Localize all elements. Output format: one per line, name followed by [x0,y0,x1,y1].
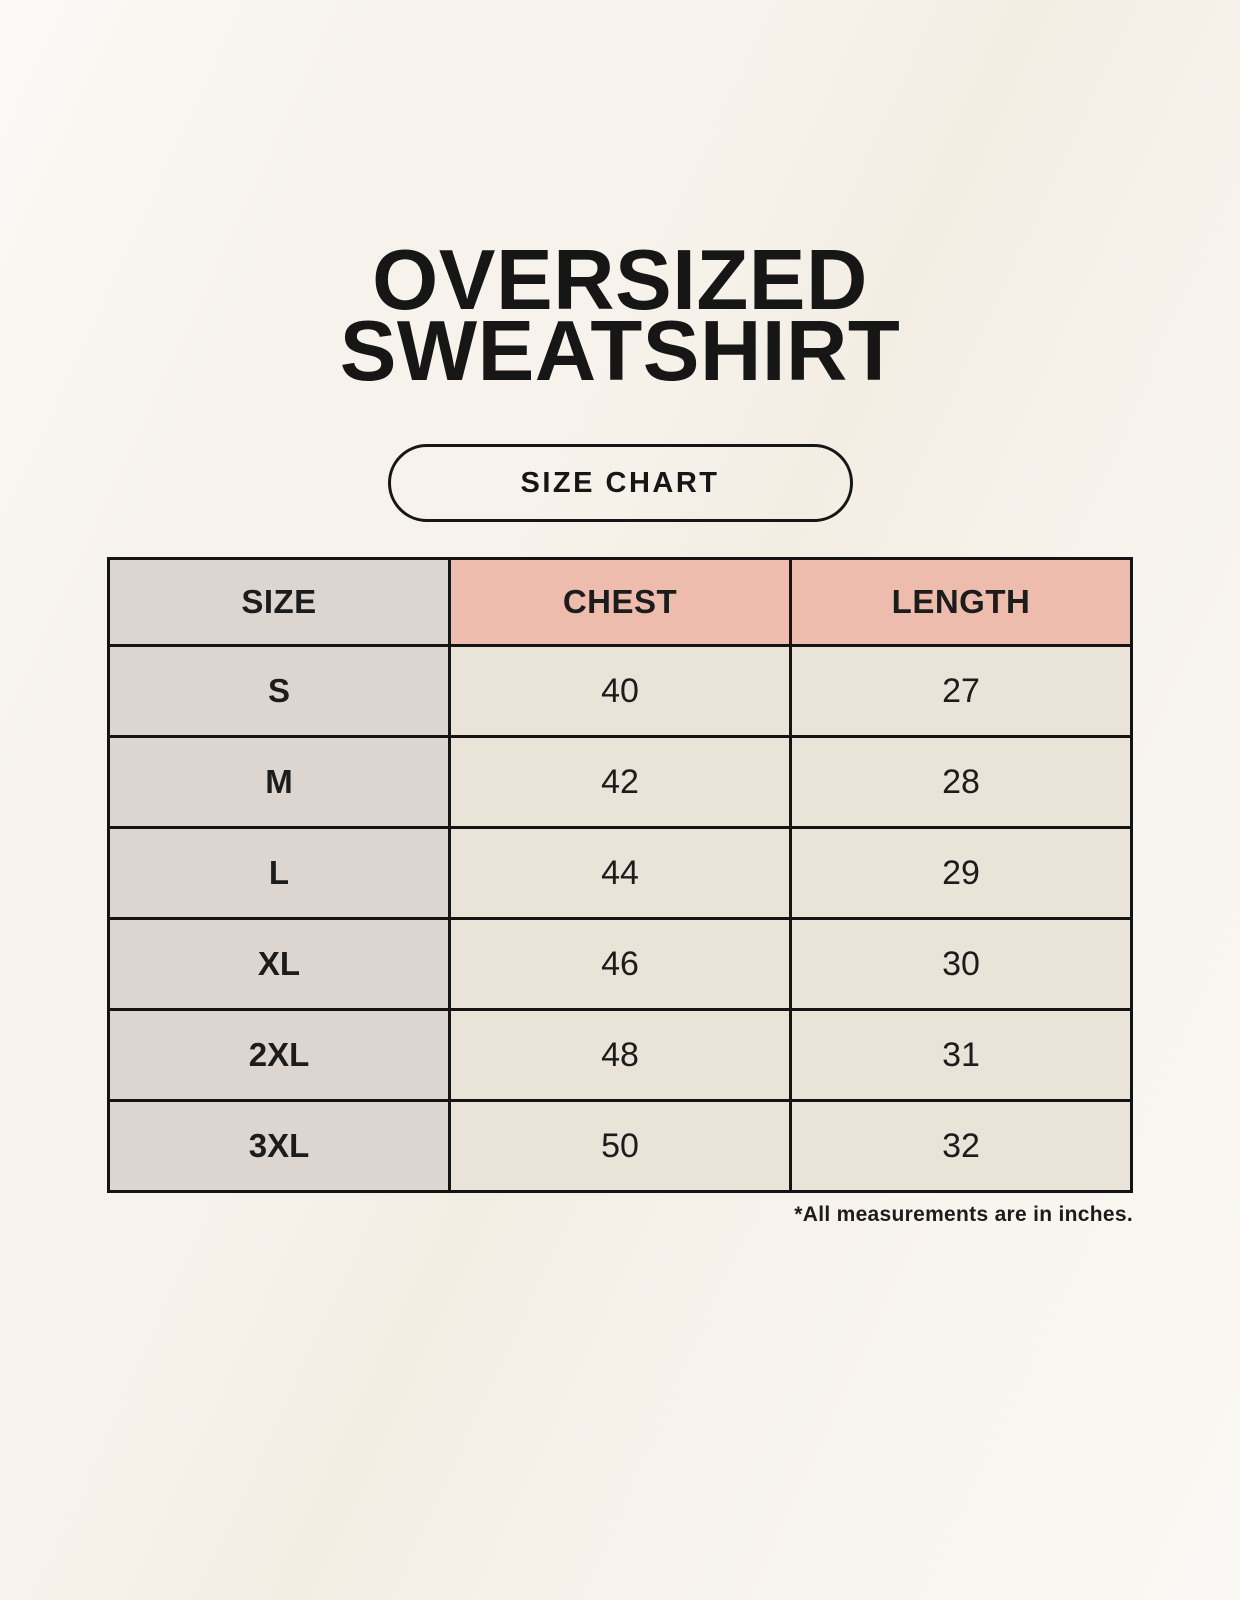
column-header-chest: CHEST [448,557,792,648]
chest-cell: 40 [448,644,792,739]
chest-cell: 46 [448,917,792,1012]
table-header-row: SIZE CHEST LENGTH [107,557,1133,648]
table-row: S 40 27 [107,644,1133,739]
length-cell: 31 [789,1008,1133,1103]
measurements-footnote: *All measurements are in inches. [794,1203,1133,1227]
table-row: 3XL 50 32 [107,1099,1133,1194]
length-cell: 32 [789,1099,1133,1194]
size-chart-button[interactable]: SIZE CHART [387,444,853,523]
length-cell: 30 [789,917,1133,1012]
size-cell: L [107,826,451,921]
size-table-body: S 40 27 M 42 28 L 44 29 XL 46 30 2XL 48 [107,644,1133,1194]
product-title-line1: OVERSIZED [372,233,868,328]
column-header-length: LENGTH [789,557,1133,648]
size-cell: 3XL [107,1099,451,1194]
length-cell: 29 [789,826,1133,921]
chest-cell: 48 [448,1008,792,1103]
chest-cell: 42 [448,735,792,830]
size-table: SIZE CHEST LENGTH S 40 27 M 42 28 L 44 2… [107,557,1133,1194]
size-cell: S [107,644,451,739]
length-cell: 27 [789,644,1133,739]
chest-cell: 50 [448,1099,792,1194]
column-header-size: SIZE [107,557,451,648]
table-row: XL 46 30 [107,917,1133,1012]
size-cell: M [107,735,451,830]
table-row: M 42 28 [107,735,1133,830]
size-chart-button-label: SIZE CHART [520,466,720,499]
length-cell: 28 [789,735,1133,830]
size-cell: 2XL [107,1008,451,1103]
size-cell: XL [107,917,451,1012]
product-title-line2: SWEATSHIRT [339,303,901,399]
chest-cell: 44 [448,826,792,921]
product-title: OVERSIZED SWEATSHIRT [0,233,1240,399]
table-row: 2XL 48 31 [107,1008,1133,1103]
table-row: L 44 29 [107,826,1133,921]
